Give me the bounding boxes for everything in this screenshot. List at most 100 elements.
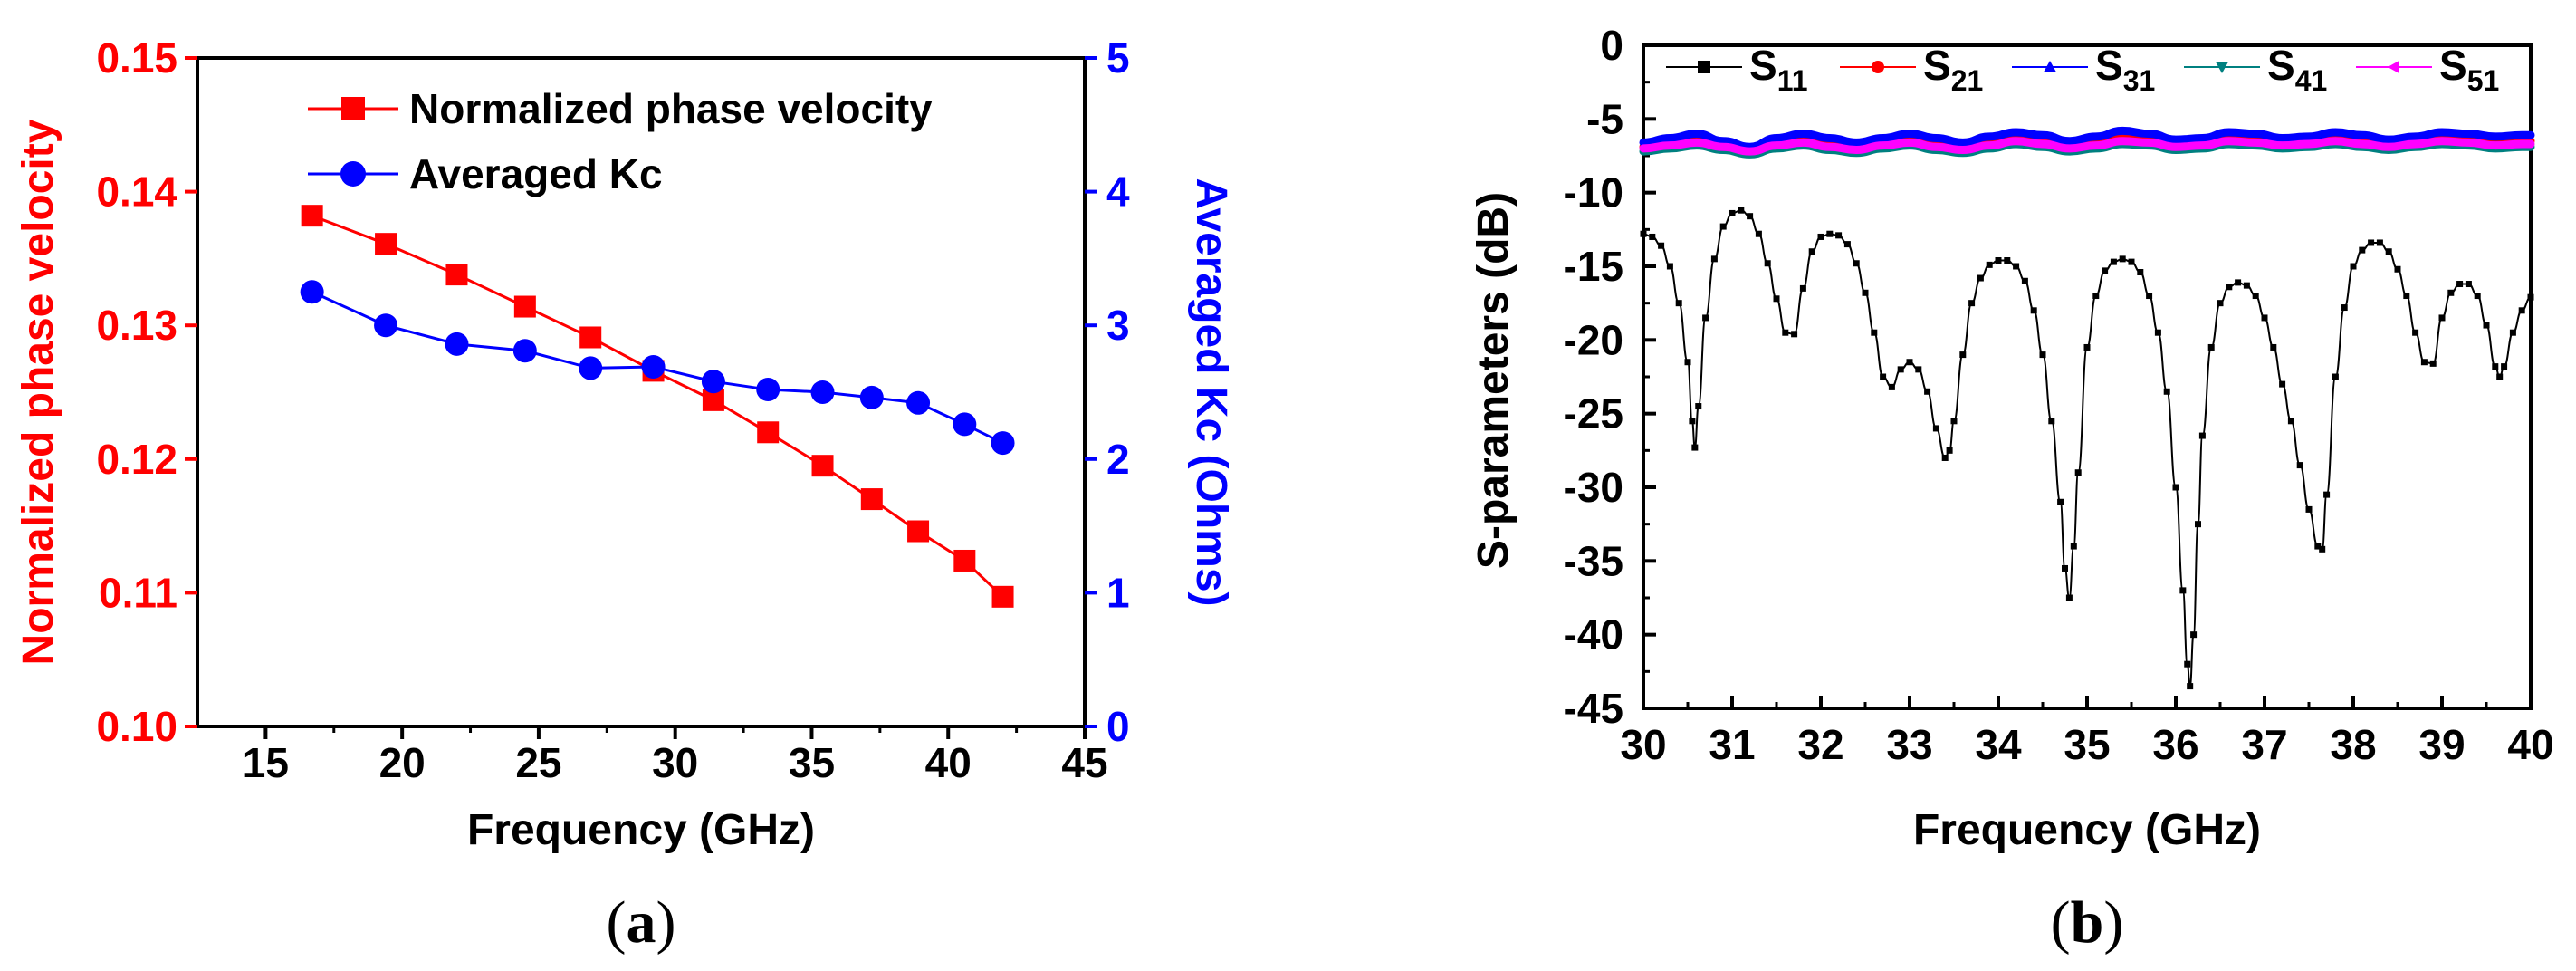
x-tick-label: 15 [243,739,289,786]
caption-b-close: ) [2103,889,2123,956]
legend-label-s41: S41 [2267,42,2327,97]
data-point [2137,269,2144,276]
legend-label-s11-subscript: 11 [1777,64,1808,97]
data-point [1888,383,1895,390]
chart-a-axis-ticks [185,56,1097,739]
data-point [756,378,780,402]
data-point [701,370,725,394]
legend-marker-s31 [2044,61,2056,72]
caption-a-letter: a [627,889,656,956]
data-point [1906,359,1913,366]
legend-label-s31-subscript: 31 [2123,64,2156,97]
chart-a-series [300,205,1015,608]
data-point [1924,388,1931,395]
data-point [2341,304,2348,312]
data-point [2021,277,2028,284]
caption-a-close: ) [656,889,676,956]
data-point [1880,373,1887,380]
data-point [1764,260,1771,267]
data-point [1695,403,1702,410]
data-point [1782,329,1789,336]
data-point [2190,631,2198,639]
chart-a-legend: Normalized phase velocity Averaged Kc [308,85,933,197]
data-point [757,421,780,444]
data-point [1658,242,1665,249]
chart-b-series [1639,126,2535,690]
data-point [1995,256,2002,264]
x-tick-label: 39 [2418,721,2465,768]
chart-b-y-axis-title: S-parameters (dB) [1470,192,1518,569]
data-point [2296,462,2303,469]
data-point [2172,484,2179,491]
chart-b-x-tick-labels: 30 31 32 33 34 35 36 37 38 39 40 [1620,721,2553,768]
data-point [1684,359,1691,366]
right-tick-label: 4 [1106,168,1130,216]
data-point [2319,545,2326,553]
legend-square-marker [341,97,365,120]
legend-label-s11-main: S [1749,42,1777,89]
data-point [2110,258,2117,265]
legend-label-s11: S11 [1749,42,1808,97]
data-point [2065,594,2073,601]
y-tick-label: -5 [1586,95,1623,142]
data-point [2305,505,2313,513]
data-point [1941,454,1949,461]
data-point [1968,300,1976,307]
legend-label-s31: S31 [2095,42,2155,97]
data-point [2483,322,2490,329]
legend-circle-marker [340,161,366,187]
data-point [906,390,931,415]
data-point [1691,444,1699,451]
data-point [2518,307,2525,314]
caption-b: (b) [2051,889,2124,956]
data-point [2013,263,2020,270]
x-tick-label: 35 [789,739,835,786]
data-point [2070,543,2077,550]
y-tick-label: -20 [1564,316,1623,363]
data-point [1932,425,1939,432]
data-point [2403,293,2410,300]
data-point [2323,491,2331,498]
data-point [2429,360,2437,367]
x-tick-label: 25 [515,739,561,786]
y-tick-label: -25 [1564,390,1623,437]
data-point [2226,284,2233,291]
data-point [2062,564,2068,572]
x-tick-label: 36 [2152,721,2198,768]
data-point [2287,418,2294,425]
data-point [1649,233,1656,240]
x-tick-label: 20 [379,739,426,786]
chart-a-right-axis-title: Averaged Kc (Ohms) [1187,178,1235,606]
legend-label-kc: Averaged Kc [409,150,663,197]
data-point [2163,388,2170,395]
data-point [2179,587,2187,594]
legend-label-s21-main: S [1923,42,1951,89]
data-point [2465,281,2472,288]
data-point [1747,213,1754,220]
data-point [512,339,537,363]
data-point [445,332,469,356]
chart-b-x-axis-title: Frequency (GHz) [1913,806,2261,854]
data-point [2128,258,2135,265]
data-point [2279,380,2286,388]
data-point [1977,274,1984,282]
legend-label-s51: S51 [2439,42,2499,97]
left-tick-label: 0.10 [96,703,177,750]
data-point [2004,256,2011,264]
data-point [2057,498,2064,505]
legend-label-s21-subscript: 21 [1951,64,1984,97]
data-point [2385,248,2392,255]
chart-b-y-tick-labels: 0 -5 -10 -15 -20 -25 -30 -35 -40 -45 [1564,22,1623,732]
x-tick-label: 40 [925,739,972,786]
x-tick-label: 32 [1797,721,1843,768]
data-point [1915,366,1922,373]
data-point [2083,343,2091,351]
data-point [2217,300,2224,307]
caption-b-letter: b [2071,889,2104,956]
data-point [2207,343,2215,351]
data-point [2195,521,2201,528]
y-tick-label: -40 [1564,611,1623,659]
legend-label-s51-subscript: 51 [2467,64,2500,97]
data-point [445,264,468,286]
chart-a-right-tick-labels: 0 1 2 3 4 5 [1106,34,1130,750]
